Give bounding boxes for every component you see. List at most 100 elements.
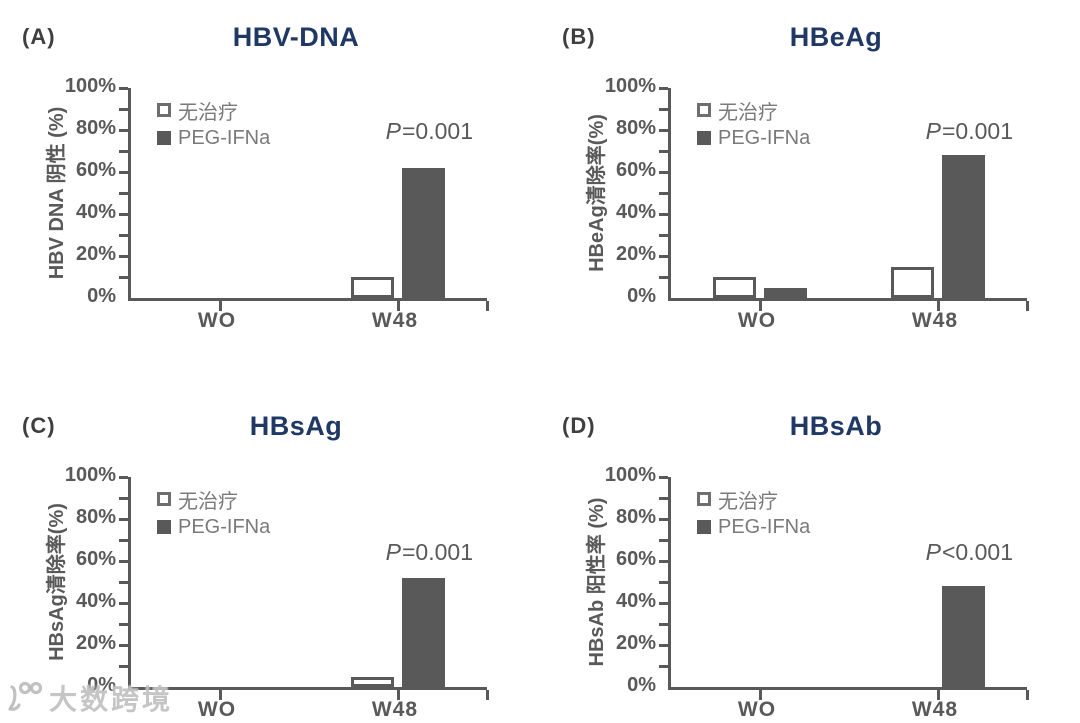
- legend-label-no-treatment: 无治疗: [718, 490, 778, 513]
- x-tick-label-w48: W48: [371, 309, 419, 332]
- panel-c-plot-area: 无治疗 PEG-IFNa P=0.001 0% 20% 40% 60% 80% 100%: [65, 464, 489, 700]
- bar-WO-无治疗: [713, 277, 756, 298]
- legend-item-peg-ifna: PEG-IFNa: [157, 124, 270, 152]
- y-axis-tick: [119, 191, 128, 195]
- legend: 无治疗 PEG-IFNa: [157, 485, 270, 541]
- y-tick-label: 80%: [75, 117, 116, 139]
- open-square-icon: [697, 492, 711, 506]
- y-axis-tick: [119, 275, 128, 279]
- x-axis-tick: [396, 301, 400, 311]
- p-value: P=0.001: [925, 118, 1013, 144]
- y-axis-tick: [119, 580, 128, 584]
- y-tick-label: 0%: [627, 674, 656, 696]
- y-axis-tick: [119, 664, 128, 668]
- legend-item-no-treatment: 无治疗: [697, 96, 810, 124]
- y-axis-tick: [119, 233, 128, 237]
- panel-b-label: (B): [562, 24, 596, 49]
- y-axis-tick: [659, 86, 668, 90]
- p-value: P=0.001: [385, 118, 473, 144]
- filled-square-icon: [697, 131, 711, 145]
- y-tick-label: 0%: [627, 285, 656, 307]
- p-value: P<0.001: [925, 539, 1013, 565]
- y-axis-tick: [659, 107, 668, 111]
- y-axis-tick: [119, 475, 128, 479]
- y-axis-tick: [659, 191, 668, 195]
- y-axis-tick: [659, 538, 668, 542]
- y-axis-tick: [119, 496, 128, 500]
- y-axis-tick: [119, 254, 128, 258]
- y-tick-label: 20%: [615, 632, 656, 654]
- x-tick-label-w0: WO: [737, 698, 777, 721]
- y-axis-tick: [659, 128, 668, 132]
- y-tick-label: 100%: [604, 464, 656, 486]
- y-axis-tick: [119, 559, 128, 563]
- legend-item-peg-ifna: PEG-IFNa: [697, 124, 810, 152]
- p-value: P=0.001: [385, 539, 473, 565]
- y-tick-label: 20%: [75, 632, 116, 654]
- y-tick-label: 0%: [87, 285, 116, 307]
- x-axis-tick: [485, 301, 489, 311]
- x-axis-tick: [1025, 301, 1029, 311]
- y-tick-label: 60%: [615, 159, 656, 181]
- y-axis-tick: [119, 643, 128, 647]
- legend: 无治疗 PEG-IFNa: [697, 485, 810, 541]
- bar-W48-PEG-IFNa: [942, 155, 985, 298]
- panel-c: (C) HBsAg HBsAg清除率(%) 无治疗 PEG-IFNa P=0.0…: [0, 363, 540, 723]
- bar-WO-PEG-IFNa: [764, 287, 807, 298]
- y-axis-tick: [119, 212, 128, 216]
- bar-W48-PEG-IFNa: [942, 586, 985, 687]
- y-tick-label: 0%: [87, 674, 116, 696]
- legend-label-no-treatment: 无治疗: [178, 490, 238, 513]
- y-tick-label: 60%: [75, 548, 116, 570]
- bar-W48-无治疗: [351, 676, 394, 687]
- watermark: 大数跨境: [6, 678, 173, 718]
- panel-d-title: HBsAb: [789, 411, 883, 441]
- panel-a-label: (A): [22, 24, 56, 49]
- y-tick-label: 40%: [75, 201, 116, 223]
- legend-label-peg-ifna: PEG-IFNa: [718, 126, 811, 149]
- y-axis-tick: [119, 170, 128, 174]
- x-tick-label-w48: W48: [371, 698, 419, 721]
- x-axis-tick: [1025, 690, 1029, 700]
- y-axis-tick: [119, 86, 128, 90]
- x-tick-label-w48: W48: [911, 309, 959, 332]
- panel-a-plot-area: 无治疗 PEG-IFNa P=0.001 0% 20% 40% 60% 80% 100%: [65, 75, 489, 311]
- x-axis-tick: [218, 690, 222, 700]
- y-axis-tick: [659, 496, 668, 500]
- x-axis-tick: [936, 690, 940, 700]
- y-axis-tick: [659, 275, 668, 279]
- y-axis-tick: [119, 538, 128, 542]
- y-axis-tick: [659, 622, 668, 626]
- panel-a: (A) HBV-DNA HBV DNA 阴性 (%) 无治疗 PEG-IFNa …: [0, 0, 540, 360]
- filled-square-icon: [157, 131, 171, 145]
- panel-a-title: HBV-DNA: [232, 22, 360, 52]
- panel-b: (B) HBeAg HBeAg清除率(%) 无治疗 PEG-IFNa P=0.0…: [540, 0, 1080, 360]
- open-square-icon: [697, 103, 711, 117]
- bar-W48-PEG-IFNa: [402, 577, 445, 687]
- dashu-100-logo-icon: [6, 679, 44, 718]
- y-tick-label: 100%: [64, 464, 116, 486]
- y-axis-tick: [659, 149, 668, 153]
- x-axis-tick: [218, 301, 222, 311]
- y-tick-label: 20%: [615, 243, 656, 265]
- x-axis-tick: [936, 301, 940, 311]
- y-axis-tick: [659, 559, 668, 563]
- legend-item-no-treatment: 无治疗: [697, 485, 810, 513]
- y-axis-tick: [659, 664, 668, 668]
- y-axis-tick: [659, 475, 668, 479]
- panel-c-title: HBsAg: [249, 411, 343, 441]
- filled-square-icon: [157, 520, 171, 534]
- panel-b-plot-area: 无治疗 PEG-IFNa P=0.001 0% 20% 40% 60% 80% 100%: [605, 75, 1029, 311]
- x-axis-tick: [485, 690, 489, 700]
- y-axis-tick: [119, 107, 128, 111]
- y-axis-tick: [119, 622, 128, 626]
- legend: 无治疗 PEG-IFNa: [697, 96, 810, 152]
- y-tick-label: 80%: [615, 117, 656, 139]
- y-axis-tick: [119, 517, 128, 521]
- panel-b-title: HBeAg: [789, 22, 883, 52]
- x-tick-label-w0: WO: [197, 309, 237, 332]
- y-axis-tick: [659, 254, 668, 258]
- x-tick-label-w0: WO: [737, 309, 777, 332]
- x-axis-tick: [758, 690, 762, 700]
